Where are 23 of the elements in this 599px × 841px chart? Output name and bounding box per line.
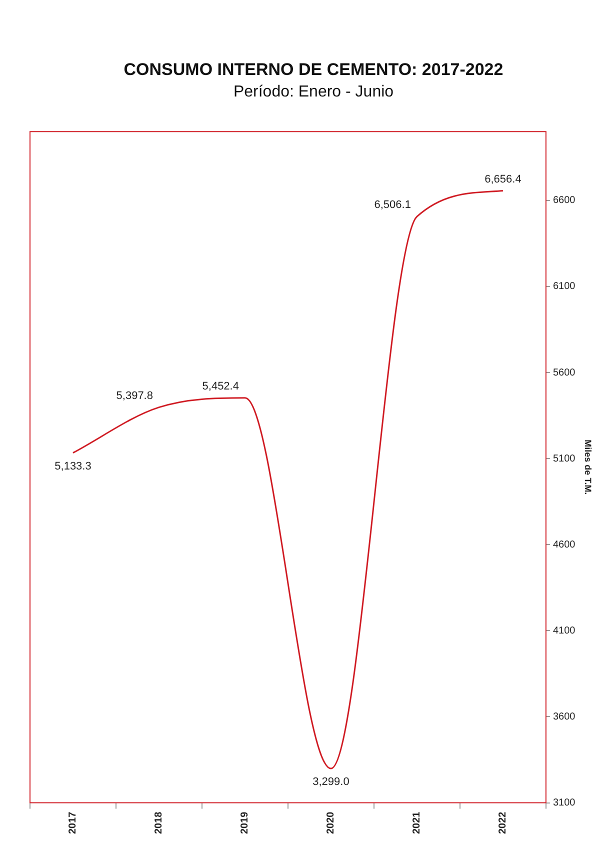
- y-axis-title: Miles de T.M.: [583, 440, 594, 495]
- y-tick-label: 4100: [552, 625, 576, 636]
- y-tick-label: 5600: [552, 367, 576, 378]
- x-tick-label: 2018: [154, 811, 165, 834]
- y-tick-label: 4600: [552, 539, 576, 550]
- chart-subtitle: Período: Enero - Junio: [233, 83, 394, 100]
- x-tick-label: 2021: [412, 811, 423, 834]
- data-label: 6,506.1: [374, 199, 411, 212]
- x-tick-label: 2022: [498, 811, 509, 834]
- x-tick-label: 2019: [240, 811, 251, 834]
- data-label: 3,299.0: [312, 776, 350, 788]
- data-label: 5,133.3: [54, 460, 92, 472]
- y-tick-label: 3100: [552, 798, 576, 809]
- data-label: 5,452.4: [202, 380, 239, 392]
- data-label: 5,397.8: [116, 390, 153, 402]
- y-tick-label: 6600: [552, 195, 576, 206]
- x-tick-label: 2020: [326, 811, 337, 834]
- y-tick-label: 5100: [552, 453, 576, 464]
- chart-title: CONSUMO INTERNO DE CEMENTO: 2017-2022: [124, 60, 504, 79]
- y-tick-label: 6100: [552, 281, 576, 292]
- y-tick-label: 3600: [552, 711, 576, 722]
- data-label: 6,656.4: [484, 173, 522, 186]
- x-tick-label: 2017: [68, 811, 79, 834]
